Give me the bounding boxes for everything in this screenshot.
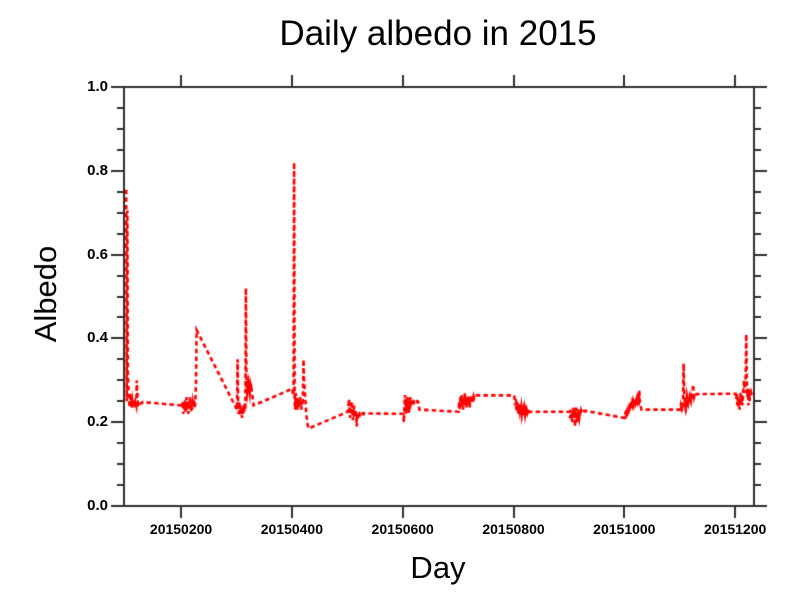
y-axis-title: Albedo [28, 245, 63, 343]
x-axis-title: Day [410, 550, 466, 585]
chart-title: Daily albedo in 2015 [279, 14, 597, 53]
